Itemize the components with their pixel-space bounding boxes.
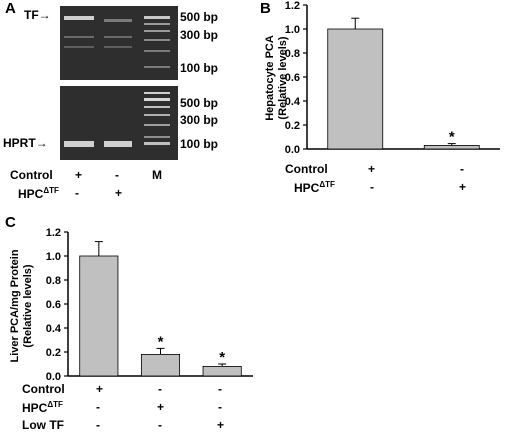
panel-a-label: A: [5, 0, 16, 17]
panel-b-row-hpc-text: HPC: [294, 181, 320, 195]
panel-c-ytick-label-3: 0.6: [46, 299, 61, 311]
panel-b-ytick-label-6: 1.2: [285, 0, 300, 12]
panel-c-row-hpc-text: HPC: [22, 401, 48, 415]
chart-panel-b: Hepatocyte PCA (Relative levels) 0.0 0.2 0…: [264, 0, 500, 156]
gel-tf-smear-1: [64, 36, 94, 38]
gel-hprt-ladder-d: [144, 136, 170, 138]
panel-b-row-control-label: Control: [285, 162, 328, 176]
gel-tf-smear-2: [104, 36, 132, 38]
panel-a-row-control-label: Control: [10, 168, 53, 182]
panel-b-row-hpc-v1: -: [370, 180, 374, 194]
panel-c-row-lowtf-label: Low TF: [22, 418, 64, 432]
panel-b-row-control-v1: +: [368, 162, 376, 176]
panel-c-bar-0: [79, 255, 119, 377]
gel-tf-ladder-100: [144, 66, 170, 68]
panel-c-row-lowtf-v1: -: [96, 418, 100, 432]
panel-c-label: C: [5, 214, 16, 231]
panel-b-ytick-label-4: 0.8: [285, 48, 300, 60]
gel-hprt-marker-100: 100 bp: [180, 137, 219, 151]
panel-c-row-hpc-label: HPCΔTF: [22, 400, 63, 415]
gel-tf-band-lane1: [64, 16, 94, 20]
panel-c-significance-1: *: [158, 333, 164, 350]
panel-c-row-hpc-v2: +: [157, 400, 165, 414]
panel-c-row-hpc-v1: -: [96, 400, 100, 414]
panel-b-row-hpc-v2: +: [459, 180, 467, 194]
gel-tf-marker-100: 100 bp: [180, 61, 219, 75]
gel-hprt-ladder-300: [144, 114, 170, 116]
panel-c-ytick-label-4: 0.8: [46, 275, 61, 287]
panel-a-row-hpc-v2: +: [115, 186, 123, 200]
panel-b-ytick-label-3: 0.6: [285, 72, 300, 84]
panel-b-ytick-label-1: 0.2: [285, 120, 300, 132]
panel-c-ytick-label-6: 1.2: [46, 227, 61, 239]
panel-b-bar-0: [327, 28, 384, 150]
gel-hprt-ladder-c: [144, 124, 170, 126]
panel-c-row-hpc-sup: ΔTF: [47, 400, 63, 409]
panel-a-row-hpc-v1: -: [75, 186, 79, 200]
panel-a-row-control-v2: -: [115, 168, 119, 182]
chart-panel-c: Liver PCA/mg Protein (Relative levels) 0…: [9, 227, 253, 383]
gel-tf-arrow-label: TF→: [24, 8, 51, 22]
gel-tf-band-lane2: [104, 19, 132, 22]
panel-c-significance-2: *: [219, 349, 225, 366]
gel-hprt-marker-500: 500 bp: [180, 96, 219, 110]
gel-hprt-ladder-b: [144, 106, 170, 108]
gel-hprt-ladder-a: [144, 92, 170, 94]
panel-c-bar-1: [140, 353, 181, 377]
gel-tf-smear-4: [104, 46, 132, 48]
panel-a-row-control-v1: +: [75, 168, 83, 182]
gel-tf-smear-3: [64, 46, 94, 48]
panel-c-bar-2: [202, 365, 242, 377]
panel-c-ylabel-1: Liver PCA/mg Protein: [9, 249, 21, 362]
gel-hprt-ladder-100: [144, 142, 170, 145]
panel-c-ylabel-2: (Relative levels): [22, 264, 34, 347]
panel-c-row-control-label: Control: [22, 382, 65, 396]
gel-hprt: [60, 86, 178, 160]
panel-c-ytick-label-2: 0.4: [46, 323, 62, 335]
gel-tf-ladder-500: [144, 16, 170, 19]
gel-hprt-band-lane2: [104, 141, 132, 147]
gel-tf-ladder-c: [144, 50, 170, 52]
panel-c-row-lowtf-v2: -: [158, 418, 162, 432]
panel-a-row-hpc-label: HPCΔTF: [18, 186, 59, 201]
gel-tf-ladder-a: [144, 23, 170, 25]
gel-hprt-band-lane1: [64, 141, 94, 147]
panel-c-ytick-label-1: 0.2: [46, 347, 61, 359]
panel-c-row-lowtf-v3: +: [217, 418, 225, 432]
gel-tf-ladder-300: [144, 30, 170, 32]
panel-b-ylabel-1: Hepatocyte PCA: [264, 35, 276, 121]
panel-b-row-hpc-label: HPCΔTF: [294, 180, 335, 195]
panel-c-row-hpc-v3: -: [218, 400, 222, 414]
gel-tf: [60, 6, 178, 80]
gel-tf-marker-300: 300 bp: [180, 28, 219, 42]
panel-b-ytick-label-2: 0.4: [285, 96, 301, 108]
panel-a-row-hpc-text: HPC: [18, 187, 44, 201]
panel-b-significance-1: *: [449, 129, 455, 146]
panel-a-row-hpc-sup: ΔTF: [43, 186, 59, 195]
gel-hprt-arrow-label: HPRT→: [3, 136, 48, 150]
gel-tf-marker-500: 500 bp: [180, 10, 219, 24]
panel-b-row-hpc-sup: ΔTF: [319, 180, 335, 189]
panel-c-ytick-label-5: 1.0: [46, 251, 61, 263]
gel-hprt-ladder-500: [144, 98, 170, 101]
panel-c-row-control-v3: -: [218, 382, 222, 396]
panel-c-ytick-label-0: 0.0: [46, 371, 61, 383]
panel-a-row-control-v3: M: [152, 168, 162, 182]
panel-b-ytick-label-0: 0.0: [285, 144, 300, 156]
gel-hprt-marker-300: 300 bp: [180, 113, 219, 127]
panel-b-label: B: [260, 0, 271, 17]
panel-c-row-control-v1: +: [96, 382, 104, 396]
panel-b-bar-1: [423, 144, 480, 150]
panel-b-ytick-label-5: 1.0: [285, 24, 300, 36]
gel-tf-ladder-b: [144, 39, 170, 41]
gel-hprt-background: [60, 86, 178, 160]
panel-b-ylabel-2: (Relative levels): [277, 36, 289, 119]
panel-b-row-control-v2: -: [460, 162, 464, 176]
panel-c-row-control-v2: -: [158, 382, 162, 396]
